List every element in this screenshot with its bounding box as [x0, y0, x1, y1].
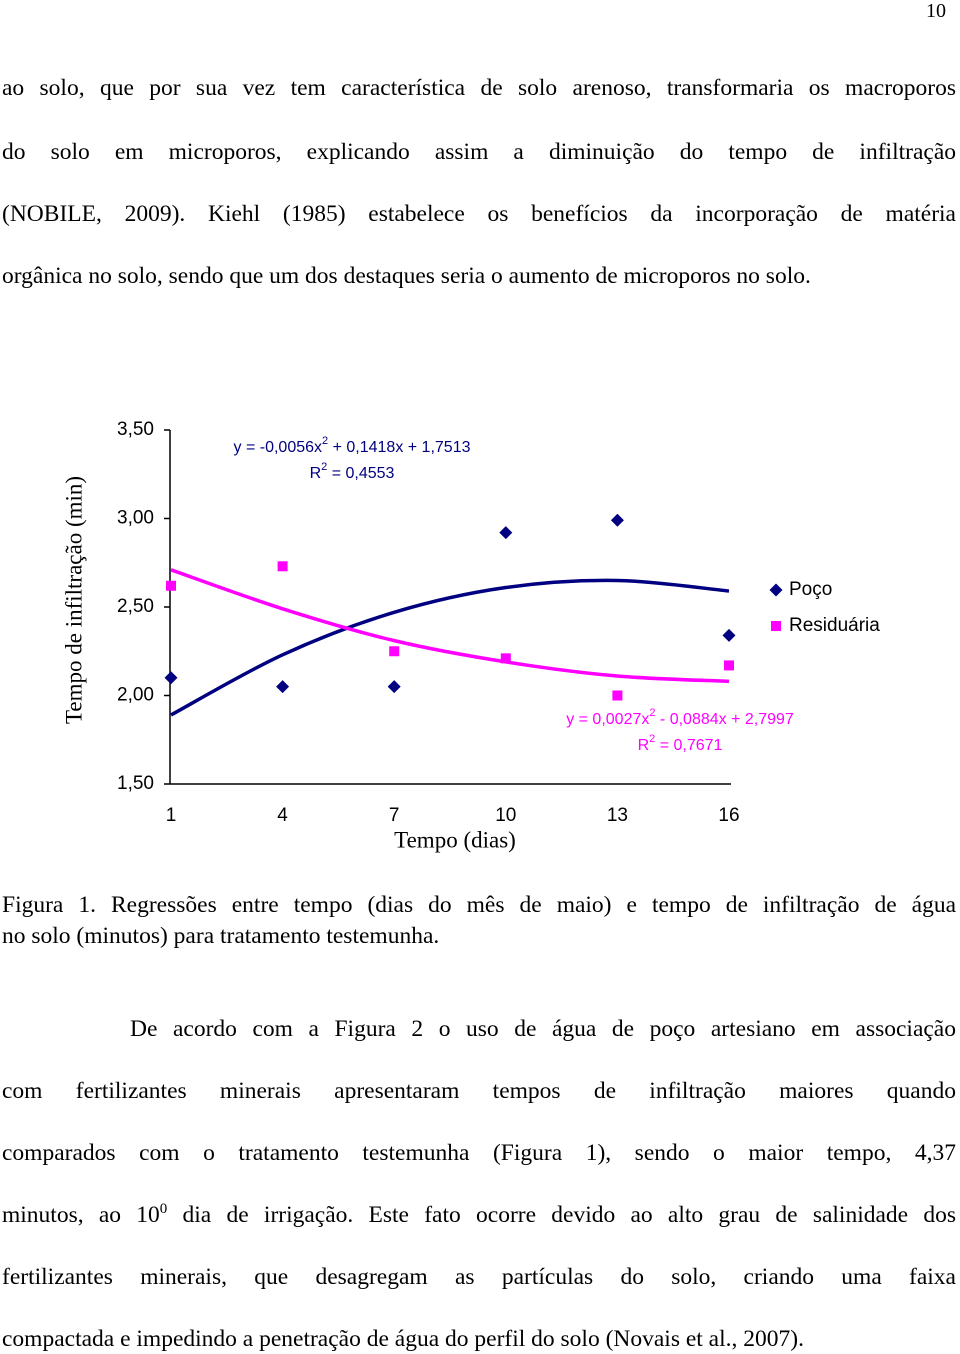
equation-text: + 0,1418x + 1,7513	[328, 439, 470, 456]
text-line: comparados com o tratamento testemunha (…	[2, 1140, 956, 1166]
equation-text: R	[638, 737, 650, 754]
point	[724, 660, 734, 671]
legend-label: Poço	[789, 579, 832, 600]
y-tick-label: 3,50	[117, 419, 154, 440]
y-tick-label: 1,50	[117, 773, 154, 794]
text-line: De acordo com a Figura 2 o uso de água d…	[130, 1016, 956, 1042]
chart: 1,50 2,00 2,50 3,00 3,50 1 4 7 10 13 16 Tempo (dias…	[61, 419, 880, 852]
equation: R2 = 0,7671	[638, 733, 723, 754]
equation: y = -0,0056x2 + 0,1418x + 1,7513	[234, 435, 471, 456]
text-line: orgânica no solo, sendo que um dos desta…	[2, 263, 811, 289]
legend-swatch	[771, 621, 781, 631]
text-line: compactada e impedindo a penetração de á…	[2, 1326, 804, 1352]
x-tick-label: 1	[166, 805, 177, 826]
x-tick-label: 13	[607, 805, 628, 826]
point	[612, 690, 623, 701]
trendline	[170, 578, 730, 717]
text-line: com fertilizantes minerais apresentaram …	[2, 1078, 956, 1104]
text-line: Figura 1. Regressões entre tempo (dias d…	[2, 892, 956, 918]
superscript: 0	[159, 1201, 168, 1217]
legend-swatch	[769, 583, 783, 597]
superscript: 2	[321, 461, 327, 473]
point	[164, 671, 178, 685]
equation-text: R	[310, 465, 322, 482]
point	[166, 580, 176, 591]
page-number: 10	[926, 0, 946, 22]
point	[387, 680, 401, 694]
trendline	[170, 568, 730, 684]
equation: R2 = 0,4553	[310, 461, 395, 482]
equation-text: y = 0,0027x	[566, 711, 649, 728]
point	[500, 653, 511, 664]
equation-text: y = -0,0056x	[234, 439, 323, 456]
text-line: (NOBILE, 2009). Kiehl (1985) estabelece …	[2, 201, 956, 227]
y-axis-title: Tempo de infiltração (min)	[61, 476, 86, 724]
equation: y = 0,0027x2 - 0,0884x + 2,7997	[566, 707, 794, 728]
y-tick-label: 2,50	[117, 596, 154, 617]
point	[277, 561, 288, 572]
equation-text: - 0,0884x + 2,7997	[655, 711, 793, 728]
legend-label: Residuária	[789, 615, 880, 636]
text-line: do solo em microporos, explicando assim …	[2, 139, 956, 165]
y-tick-label: 3,00	[117, 508, 154, 529]
superscript: 2	[322, 435, 328, 447]
superscript: 2	[649, 707, 655, 719]
point	[499, 526, 513, 540]
y-tick-label: 2,00	[117, 685, 154, 706]
point	[276, 680, 290, 694]
point	[610, 513, 624, 527]
point	[389, 646, 400, 657]
x-tick-label: 7	[389, 805, 400, 826]
point	[722, 628, 736, 642]
x-tick-label: 16	[718, 805, 739, 826]
x-tick-label: 10	[495, 805, 516, 826]
equation-text: = 0,7671	[655, 737, 722, 754]
text-line: minutos, ao 100 dia de irrigação. Este f…	[2, 1200, 956, 1230]
text-segment: minutos, ao 10	[2, 1202, 160, 1228]
x-axis-title: Tempo (dias)	[394, 827, 516, 852]
x-tick-label: 4	[277, 805, 288, 826]
equation-text: = 0,4553	[327, 465, 394, 482]
text-line: fertilizantes minerais, que desagregam a…	[2, 1264, 956, 1290]
superscript: 2	[649, 733, 655, 745]
text-segment: dia de irrigação. Este fato ocorre devid…	[167, 1202, 956, 1228]
text-line: ao solo, que por sua vez tem característ…	[2, 75, 956, 101]
text-line: no solo (minutos) para tratamento testem…	[2, 923, 440, 949]
